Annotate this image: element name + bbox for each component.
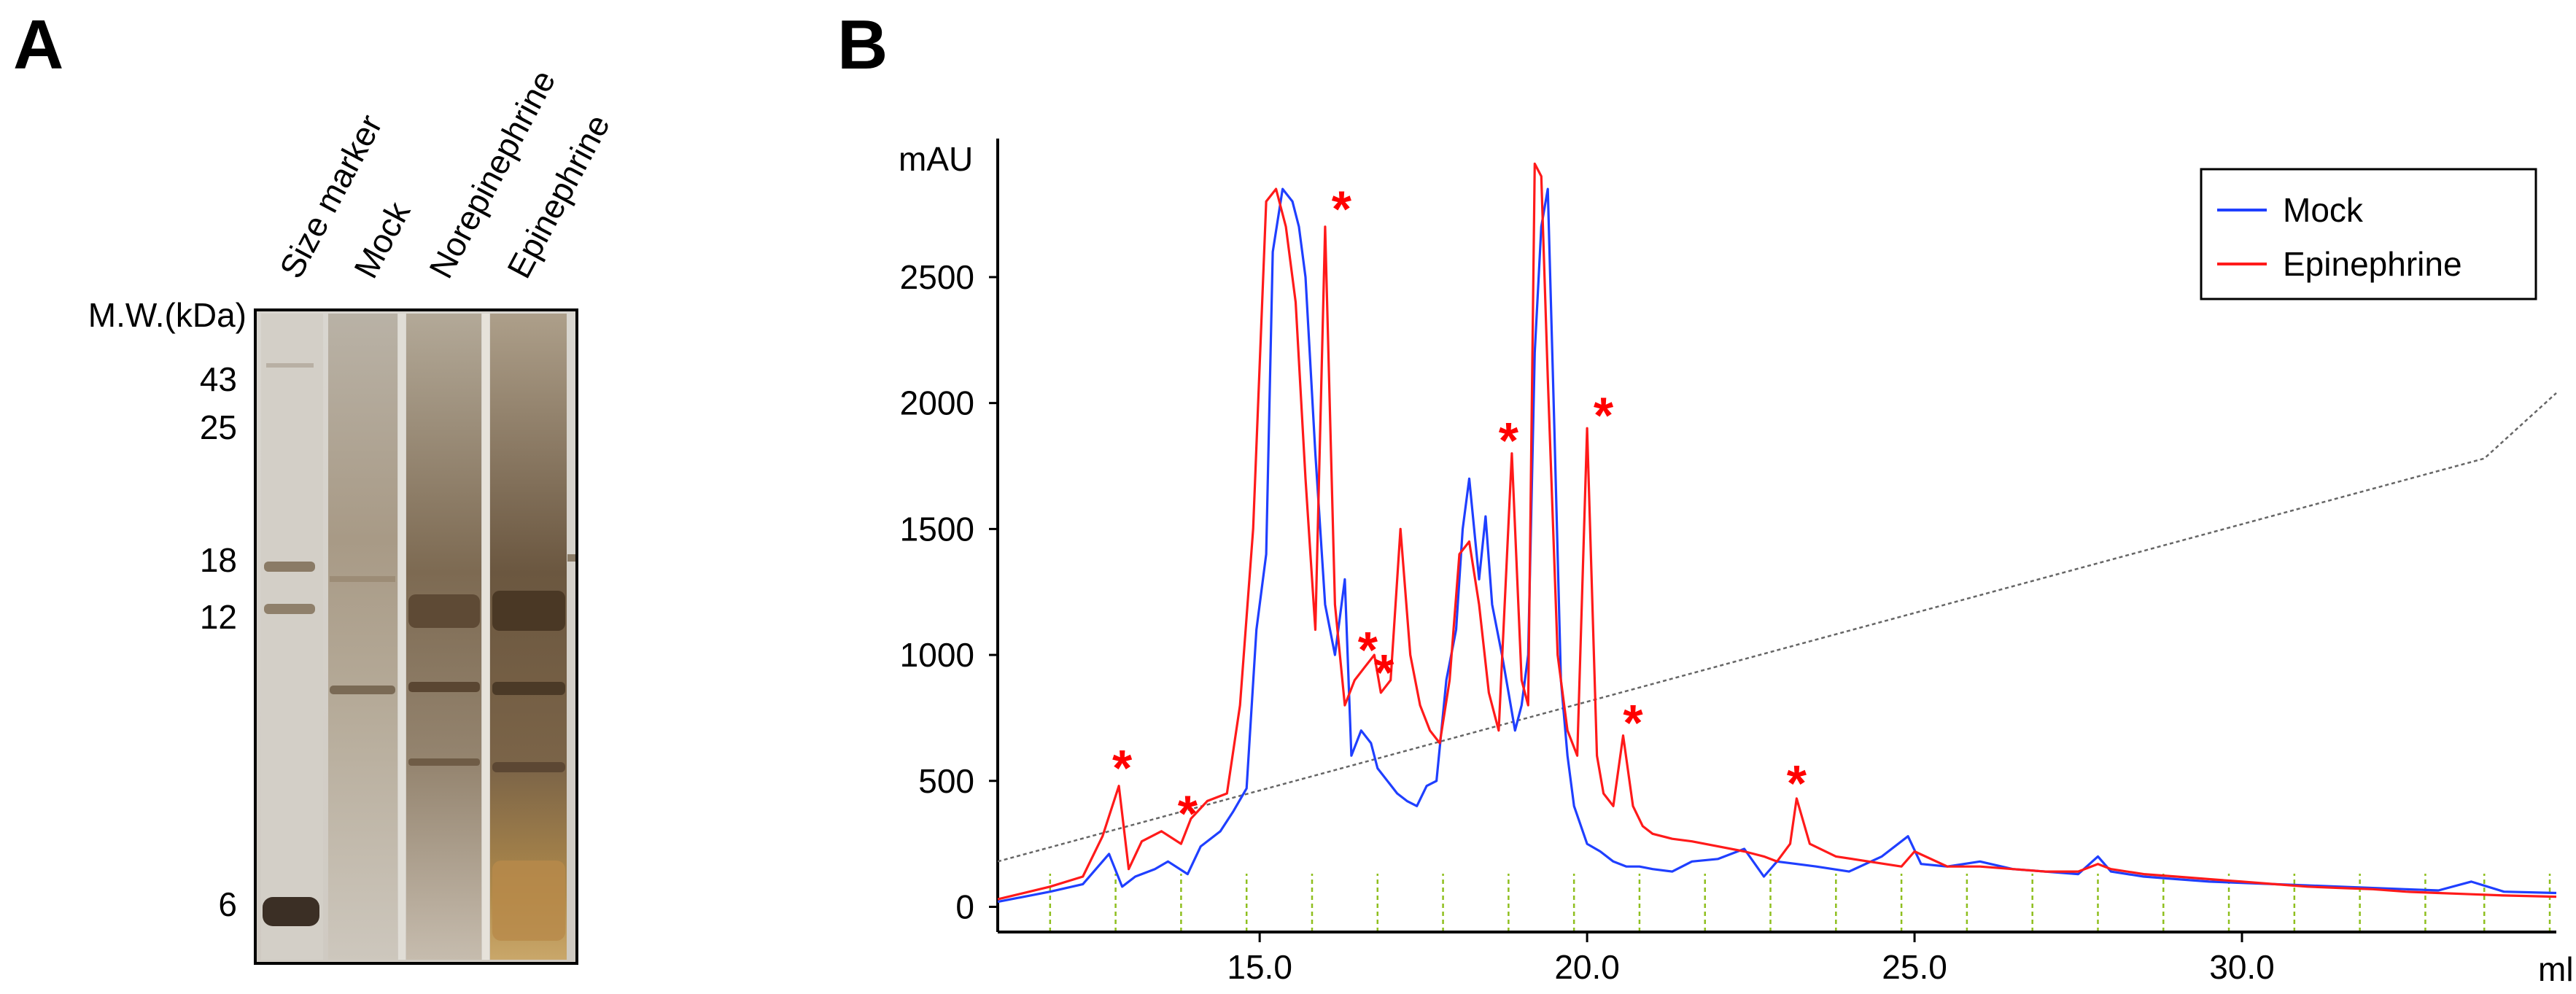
y-tick-label: 0 — [955, 888, 974, 925]
peak-asterisk: * — [1787, 755, 1807, 812]
chromatogram-chart: mAU ml 0 500 1000 1500 2000 2500 15.0 20.0 25.0… — [899, 139, 2574, 988]
lane-labels: Size marker Mock Norepinephrine Epinephr… — [272, 64, 617, 284]
y-axis-label: mAU — [899, 140, 973, 178]
lane-label-mock: Mock — [346, 195, 418, 284]
panel-b-label: B — [837, 6, 888, 84]
fraction-marks — [1049, 874, 2551, 932]
mw-marker-18: 18 — [200, 541, 237, 579]
series-gradient-line — [997, 392, 2557, 863]
x-tick-label: 25.0 — [1882, 948, 1947, 986]
y-ticks: 0 500 1000 1500 2000 2500 — [900, 258, 998, 925]
legend-label-mock: Mock — [2283, 191, 2364, 229]
peak-annotations: ****** *** — [1112, 180, 1807, 842]
y-tick-label: 1000 — [900, 636, 974, 674]
peak-asterisk: * — [1594, 387, 1614, 444]
gel-image — [254, 308, 578, 965]
panel-a-label: A — [13, 6, 63, 84]
peak-asterisk: * — [1499, 412, 1519, 469]
mw-marker-25: 25 — [200, 408, 237, 446]
x-axis-label: ml — [2538, 950, 2574, 988]
x-ticks: 15.0 20.0 25.0 30.0 — [1227, 932, 2275, 986]
peak-asterisk: * — [1332, 180, 1352, 237]
series-epinephrine-line — [997, 162, 2557, 901]
y-tick-label: 1500 — [900, 510, 974, 548]
y-tick-label: 2500 — [900, 258, 974, 296]
series-lines — [997, 162, 2557, 904]
peak-asterisk: * — [1374, 644, 1394, 701]
x-tick-label: 15.0 — [1227, 948, 1292, 986]
mw-marker-6: 6 — [218, 885, 237, 923]
x-tick-label: 30.0 — [2209, 948, 2275, 986]
peak-asterisk: * — [1178, 785, 1198, 842]
y-tick-label: 2000 — [900, 384, 974, 422]
mw-labels: M.W.(kDa) 43 25 18 12 6 — [88, 296, 247, 923]
y-tick-label: 500 — [918, 762, 974, 800]
peak-asterisk: * — [1358, 621, 1378, 678]
legend-box — [2200, 168, 2537, 300]
legend: Mock Epinephrine — [2200, 168, 2537, 300]
legend-label-epinephrine: Epinephrine — [2283, 245, 2462, 283]
x-tick-label: 20.0 — [1554, 948, 1620, 986]
peak-asterisk: * — [1623, 694, 1643, 751]
peak-asterisk: * — [1112, 739, 1133, 796]
mw-title: M.W.(kDa) — [88, 296, 247, 334]
mw-marker-43: 43 — [200, 360, 237, 398]
mw-marker-12: 12 — [200, 598, 237, 636]
